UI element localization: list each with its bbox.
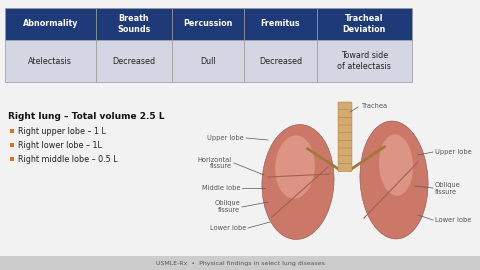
FancyBboxPatch shape	[338, 102, 352, 110]
FancyBboxPatch shape	[338, 125, 352, 133]
Ellipse shape	[275, 135, 315, 199]
Text: USMLE-Rx  •  Physical findings in select lung diseases: USMLE-Rx • Physical findings in select l…	[156, 261, 324, 265]
Text: Horizontal
fissure: Horizontal fissure	[198, 157, 232, 170]
Ellipse shape	[269, 135, 331, 239]
Bar	[10, 129, 14, 133]
Bar	[5, 40, 96, 82]
Text: Toward side
of atelectasis: Toward side of atelectasis	[337, 51, 391, 71]
Bar	[96, 40, 172, 82]
FancyBboxPatch shape	[338, 117, 352, 126]
Ellipse shape	[379, 134, 413, 196]
Text: Abnormality: Abnormality	[23, 19, 78, 29]
Bar	[172, 8, 244, 40]
Text: Right lung – Total volume 2.5 L: Right lung – Total volume 2.5 L	[8, 112, 165, 121]
Bar	[316, 40, 412, 82]
Bar	[172, 40, 244, 82]
Text: Middle lobe: Middle lobe	[202, 185, 240, 191]
Text: Right upper lobe – 1 L: Right upper lobe – 1 L	[18, 127, 106, 136]
Text: Lower lobe: Lower lobe	[435, 217, 471, 223]
Text: Dull: Dull	[201, 56, 216, 66]
Ellipse shape	[360, 121, 428, 239]
Text: Oblique
fissure: Oblique fissure	[435, 181, 461, 194]
Text: Decreased: Decreased	[259, 56, 302, 66]
FancyBboxPatch shape	[338, 110, 352, 118]
Text: Right lower lobe – 1L: Right lower lobe – 1L	[18, 140, 102, 150]
FancyBboxPatch shape	[338, 133, 352, 141]
Text: Upper lobe: Upper lobe	[207, 135, 244, 141]
Text: Fremitus: Fremitus	[261, 19, 300, 29]
Bar	[96, 8, 172, 40]
Text: Atelectasis: Atelectasis	[28, 56, 72, 66]
Text: Decreased: Decreased	[112, 56, 156, 66]
Bar	[5, 8, 96, 40]
FancyBboxPatch shape	[338, 156, 352, 164]
Bar	[10, 157, 14, 161]
Bar	[0, 256, 480, 270]
Bar	[10, 143, 14, 147]
Ellipse shape	[262, 124, 334, 239]
FancyBboxPatch shape	[338, 140, 352, 148]
Text: Percussion: Percussion	[184, 19, 233, 29]
FancyBboxPatch shape	[338, 148, 352, 156]
Text: Trachea: Trachea	[362, 103, 388, 109]
Bar	[244, 40, 316, 82]
Text: Breath
Sounds: Breath Sounds	[117, 14, 151, 34]
Text: Tracheal
Deviation: Tracheal Deviation	[343, 14, 386, 34]
Text: Upper lobe: Upper lobe	[435, 149, 472, 155]
Bar	[316, 8, 412, 40]
Text: Oblique
fissure: Oblique fissure	[214, 201, 240, 214]
FancyBboxPatch shape	[338, 163, 352, 172]
Text: Lower lobe: Lower lobe	[210, 225, 246, 231]
Bar	[244, 8, 316, 40]
Text: Right middle lobe – 0.5 L: Right middle lobe – 0.5 L	[18, 154, 118, 164]
Ellipse shape	[363, 132, 421, 238]
